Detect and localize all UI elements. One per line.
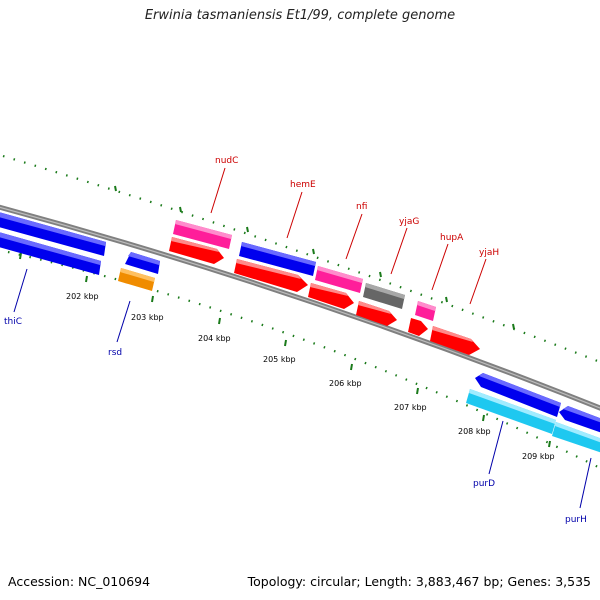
scale-label-203: 203 kbp <box>131 313 164 322</box>
gene-red-1-shine <box>171 237 219 252</box>
gene-label-yjaH: yjaH <box>479 248 499 258</box>
gene-blue-rev-1 <box>475 373 561 417</box>
gene-purH-shine <box>555 422 600 443</box>
scale-label-202: 202 kbp <box>66 292 99 301</box>
gene-blue-rev-1-shine <box>479 373 561 407</box>
gene-hupA-shine <box>417 301 436 311</box>
accession-text: Accession: NC_010694 <box>8 574 151 589</box>
gene-nfi-shine <box>317 266 363 283</box>
bottom-label-leaders <box>13 268 592 509</box>
gene-yjaG-shine <box>365 283 405 299</box>
gene-blue-small-shine <box>128 252 160 265</box>
gene-purD <box>466 389 556 434</box>
scale-label-209: 209 kbp <box>522 452 555 461</box>
gene-label-nfi: nfi <box>356 202 367 212</box>
top-label-leaders <box>210 167 487 305</box>
gene-blue-rev-2 <box>559 406 600 433</box>
scale-label-205: 205 kbp <box>263 355 296 364</box>
gene-red-2-shine <box>236 259 301 279</box>
gene-rsd-shine <box>120 268 155 282</box>
map-title: Erwinia tasmaniensis Et1/99, complete ge… <box>144 8 456 23</box>
gene-yjaH <box>430 326 480 355</box>
gene-label-hupA: hupA <box>440 233 464 243</box>
gene-label-nudC: nudC <box>215 156 238 166</box>
gene-red-3-shine <box>310 283 348 296</box>
genome-backbone-highlight <box>0 206 600 409</box>
gene-nudC-shine <box>175 220 232 239</box>
gene-red-5 <box>408 318 428 336</box>
genome-summary-text: Topology: circular; Length: 3,883,467 bp… <box>247 574 591 589</box>
inner-major-ticks <box>19 252 551 448</box>
gene-label-purD: purD <box>473 479 495 489</box>
gene-hemE-shine <box>241 242 316 266</box>
gene-blue-1-shine <box>0 212 106 246</box>
scale-label-206: 206 kbp <box>329 379 362 388</box>
gene-purH <box>552 422 600 453</box>
gene-red-3 <box>308 283 354 309</box>
gene-label-purH: purH <box>565 515 587 525</box>
gene-red-1 <box>169 237 224 264</box>
gene-blue-rev-2-shine <box>563 406 600 423</box>
gene-red-4-shine <box>358 301 391 314</box>
gene-label-yjaG: yjaG <box>399 217 419 227</box>
gene-label-hemE: hemE <box>290 180 316 190</box>
scale-label-204: 204 kbp <box>198 334 231 343</box>
gene-purD-shine <box>469 389 556 424</box>
scale-label-208: 208 kbp <box>458 427 491 436</box>
scale-label-207: 207 kbp <box>394 403 427 412</box>
gene-yjaH-shine <box>432 326 473 342</box>
outer-major-ticks <box>114 185 515 330</box>
genome-backbone <box>0 204 600 411</box>
gene-thiC-shine <box>0 232 101 265</box>
gene-label-rsd: rsd <box>108 348 122 358</box>
gene-red-2 <box>234 259 308 292</box>
gene-label-thiC: thiC <box>4 317 22 327</box>
